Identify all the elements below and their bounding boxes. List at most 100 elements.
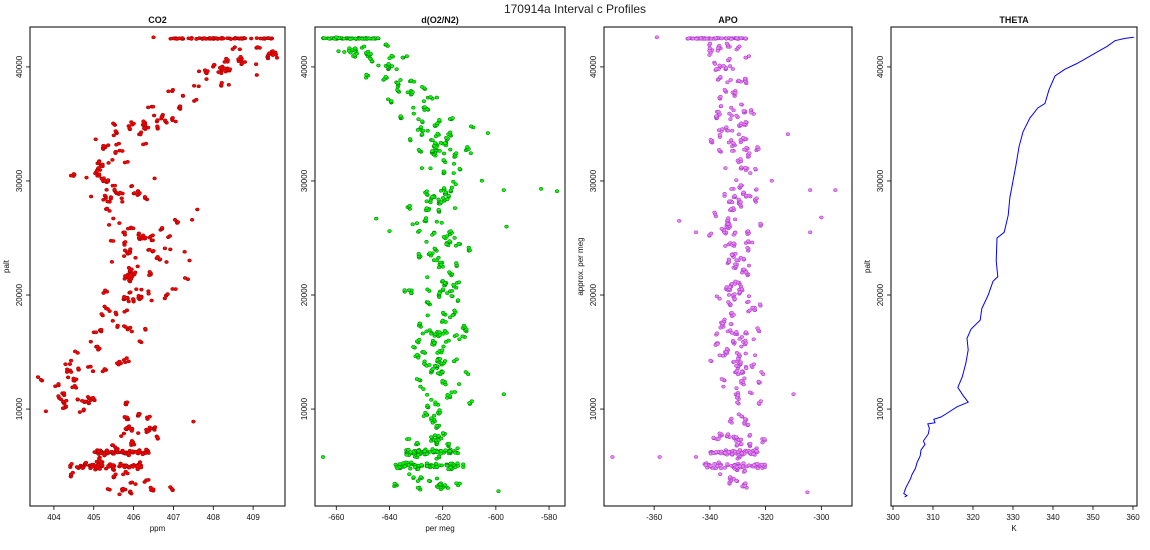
- data-point: [159, 226, 165, 230]
- data-point: [744, 366, 749, 371]
- data-point: [437, 482, 443, 487]
- data-point: [136, 411, 141, 416]
- data-point: [738, 255, 743, 260]
- data-point: [409, 460, 414, 465]
- data-point: [739, 102, 744, 107]
- data-point: [233, 36, 238, 41]
- data-point: [155, 255, 160, 259]
- data-point: [717, 132, 722, 137]
- data-point: [719, 104, 724, 108]
- data-point: [746, 239, 751, 244]
- data-point: [415, 485, 421, 490]
- data-point: [736, 197, 741, 202]
- data-point: [729, 37, 734, 41]
- x-tick-label: 320: [966, 513, 980, 522]
- data-point: [434, 476, 440, 481]
- data-point: [440, 348, 445, 353]
- data-point: [435, 450, 440, 454]
- data-point: [81, 407, 86, 412]
- data-point: [746, 422, 751, 427]
- data-point: [734, 435, 739, 439]
- data-point: [418, 475, 423, 479]
- data-point: [736, 78, 741, 83]
- data-point: [746, 299, 751, 304]
- data-point: [423, 410, 428, 415]
- data-point: [466, 245, 471, 250]
- data-point: [144, 447, 149, 452]
- data-point: [448, 130, 453, 135]
- data-point: [258, 36, 263, 41]
- data-point: [228, 37, 234, 41]
- data-point: [747, 432, 753, 437]
- data-point: [101, 176, 106, 181]
- data-point: [443, 448, 448, 453]
- x-tick-label: 407: [167, 513, 181, 522]
- data-point: [128, 489, 133, 494]
- data-point: [425, 275, 430, 280]
- data-point: [727, 64, 733, 68]
- panel-title: CO2: [148, 15, 167, 25]
- data-point: [61, 391, 67, 395]
- data-point: [113, 150, 118, 154]
- data-point: [406, 288, 412, 293]
- data-point: [75, 351, 80, 355]
- data-point: [117, 221, 122, 225]
- data-point: [175, 220, 181, 224]
- data-point: [432, 363, 438, 368]
- data-point: [717, 63, 722, 68]
- data-point: [128, 290, 133, 295]
- data-point: [762, 437, 767, 442]
- data-point: [139, 287, 144, 292]
- data-point: [119, 434, 124, 438]
- plot-frame: [314, 26, 566, 507]
- data-point: [747, 308, 752, 313]
- data-point: [437, 118, 442, 122]
- data-point: [720, 127, 725, 131]
- data-point: [739, 379, 744, 383]
- data-point: [690, 36, 696, 41]
- data-point: [137, 235, 142, 239]
- data-point: [748, 171, 753, 175]
- data-point: [407, 472, 412, 477]
- data-point: [450, 313, 455, 317]
- data-point: [152, 425, 158, 429]
- data-point: [727, 199, 732, 204]
- data-point: [151, 113, 157, 118]
- data-point: [833, 188, 838, 192]
- data-point: [728, 322, 733, 326]
- data-point: [187, 258, 192, 263]
- data-point: [121, 472, 126, 477]
- data-point: [743, 338, 748, 343]
- data-point: [729, 105, 734, 110]
- data-point: [400, 55, 405, 60]
- data-point: [501, 392, 506, 397]
- data-point: [713, 450, 719, 454]
- x-tick-label: -320: [758, 513, 775, 522]
- data-point: [109, 260, 115, 264]
- panel-apo: APO -360 -340 -320 -300 10000 20000 30000 40000 a…: [576, 15, 853, 522]
- data-point: [424, 189, 429, 194]
- data-point: [147, 273, 152, 278]
- data-point: [43, 409, 49, 414]
- data-point: [737, 464, 743, 469]
- data-point: [426, 478, 432, 483]
- data-point: [170, 87, 176, 92]
- data-point: [479, 178, 485, 183]
- figure-title: 170914a Interval c Profiles: [504, 2, 646, 16]
- data-point: [743, 270, 749, 275]
- data-point: [141, 126, 147, 131]
- data-point: [83, 460, 89, 465]
- data-point: [117, 492, 122, 497]
- data-point: [125, 400, 130, 405]
- data-point: [755, 326, 760, 331]
- data-point: [440, 431, 446, 435]
- data-point: [785, 132, 791, 137]
- data-point: [150, 104, 156, 109]
- data-point: [102, 193, 108, 198]
- data-point: [416, 452, 421, 457]
- data-point: [367, 36, 372, 41]
- data-point: [743, 36, 748, 41]
- data-point: [408, 466, 413, 471]
- data-point: [227, 67, 233, 72]
- data-point: [729, 128, 735, 133]
